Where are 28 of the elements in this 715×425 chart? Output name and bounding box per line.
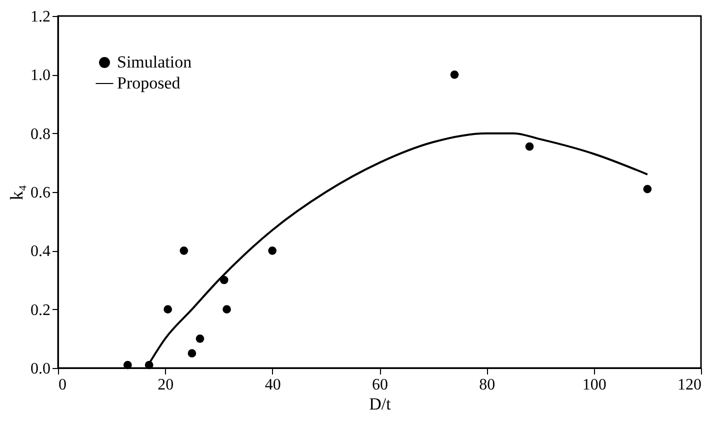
legend-label: Proposed [117, 74, 181, 92]
x-tick-label: 40 [264, 376, 281, 394]
point [164, 305, 172, 314]
point [450, 70, 459, 79]
x-axis-title: D/t [369, 394, 392, 414]
y-tick-label: 0.8 [30, 126, 50, 143]
point [123, 360, 132, 370]
x-tick-label: 80 [479, 376, 496, 394]
y-tick-label: 0.2 [30, 302, 50, 319]
y-tick-label: 1.2 [30, 8, 50, 26]
x-tick-label: 120 [678, 376, 702, 394]
point [188, 349, 196, 358]
x-tick-label: 20 [158, 376, 174, 394]
point [643, 184, 652, 194]
point [196, 334, 204, 343]
point [222, 305, 231, 314]
legend-label: Simulation [117, 52, 192, 72]
point [525, 142, 534, 151]
y-tick-label: 0.0 [30, 360, 50, 378]
y-tick-label: 0.6 [30, 184, 50, 202]
point [180, 246, 188, 255]
x-tick-label: 100 [582, 376, 606, 394]
y-axis-title: k₄ [6, 184, 26, 200]
y-tick-label: 1.0 [30, 67, 50, 84]
x-tick-label: 60 [372, 376, 388, 394]
point [268, 246, 277, 255]
x-tick-label: 0 [58, 376, 66, 394]
y-tick-label: 0.4 [30, 243, 50, 260]
